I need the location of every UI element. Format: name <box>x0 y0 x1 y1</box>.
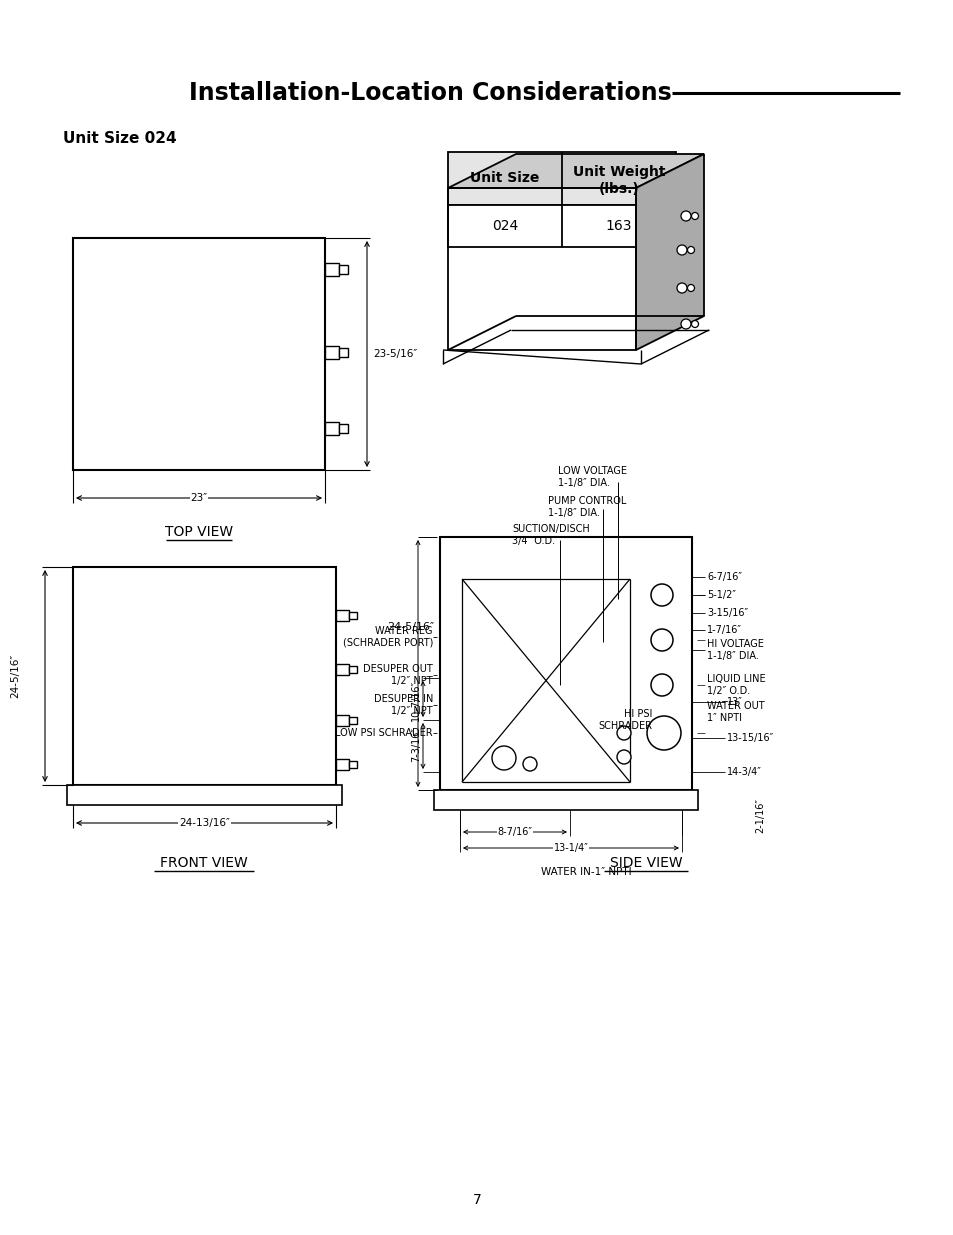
Text: 13-1/4″: 13-1/4″ <box>553 844 588 853</box>
Text: 6-7/16″: 6-7/16″ <box>706 572 741 582</box>
Text: 23-5/16″: 23-5/16″ <box>373 350 416 359</box>
Circle shape <box>680 319 690 329</box>
Bar <box>338 266 348 274</box>
Text: FRONT VIEW: FRONT VIEW <box>160 856 248 869</box>
Text: LOW PSI SCHRADER: LOW PSI SCHRADER <box>335 727 433 739</box>
Text: 3-15/16″: 3-15/16″ <box>706 608 747 618</box>
Text: DESUPER IN
1/2″ NPT: DESUPER IN 1/2″ NPT <box>374 694 433 716</box>
Circle shape <box>687 284 694 291</box>
Bar <box>335 664 349 676</box>
Text: 7: 7 <box>472 1193 481 1207</box>
Text: 14-3/4″: 14-3/4″ <box>726 767 761 777</box>
Text: 13″: 13″ <box>726 697 742 706</box>
Text: 24-13/16″: 24-13/16″ <box>179 818 230 827</box>
Bar <box>439 537 691 790</box>
Text: 5-1/2″: 5-1/2″ <box>706 590 735 600</box>
Bar <box>349 718 356 724</box>
Bar <box>349 761 356 768</box>
Bar <box>434 790 698 810</box>
Bar <box>335 610 349 621</box>
Text: (lbs.): (lbs.) <box>598 182 639 196</box>
Text: 24-5/16″: 24-5/16″ <box>10 653 20 698</box>
Circle shape <box>691 321 698 327</box>
Bar <box>73 238 325 471</box>
Text: Unit Size: Unit Size <box>470 170 539 185</box>
Text: LOW VOLTAGE
1-1/8″ DIA.: LOW VOLTAGE 1-1/8″ DIA. <box>558 466 626 488</box>
Bar <box>448 152 676 205</box>
Text: 163: 163 <box>605 219 632 233</box>
Bar <box>325 346 338 359</box>
Text: 23″: 23″ <box>191 493 208 503</box>
Text: 10-7/16″: 10-7/16″ <box>411 679 420 720</box>
Text: PUMP CONTROL
1-1/8″ DIA.: PUMP CONTROL 1-1/8″ DIA. <box>547 496 626 517</box>
Circle shape <box>650 674 672 697</box>
Bar <box>349 666 356 673</box>
Text: SIDE VIEW: SIDE VIEW <box>609 856 681 869</box>
Circle shape <box>687 247 694 253</box>
Bar <box>338 424 348 433</box>
Text: LIQUID LINE
1/2″ O.D.: LIQUID LINE 1/2″ O.D. <box>706 674 765 695</box>
Circle shape <box>617 750 630 764</box>
Circle shape <box>691 212 698 220</box>
Bar <box>325 263 338 275</box>
Text: 1-7/16″: 1-7/16″ <box>706 625 741 635</box>
Circle shape <box>650 629 672 651</box>
Bar <box>349 613 356 619</box>
Circle shape <box>646 716 680 750</box>
Text: WATER IN-1″ NPTI: WATER IN-1″ NPTI <box>540 867 631 877</box>
Bar <box>335 760 349 769</box>
Circle shape <box>617 726 630 740</box>
Circle shape <box>650 584 672 606</box>
Text: 7-3/16″: 7-3/16″ <box>411 727 420 762</box>
Circle shape <box>522 757 537 771</box>
Text: SUCTION/DISCH
3/4″ O.D.: SUCTION/DISCH 3/4″ O.D. <box>512 524 589 546</box>
Bar <box>325 422 338 435</box>
Circle shape <box>492 746 516 769</box>
Bar <box>73 567 335 785</box>
Polygon shape <box>636 154 703 350</box>
Text: 13-15/16″: 13-15/16″ <box>726 734 774 743</box>
Text: 24-5/16″: 24-5/16″ <box>387 622 434 632</box>
Text: WATER REG
(SCHRADER PORT): WATER REG (SCHRADER PORT) <box>342 626 433 648</box>
Bar <box>448 205 676 247</box>
Text: Unit Weight: Unit Weight <box>572 165 664 179</box>
Text: TOP VIEW: TOP VIEW <box>165 525 233 538</box>
Text: HI PSI
SCHRADER: HI PSI SCHRADER <box>598 709 651 731</box>
Text: 8-7/16″: 8-7/16″ <box>497 827 532 837</box>
Text: DESUPER OUT
1/2″ NPT: DESUPER OUT 1/2″ NPT <box>363 664 433 685</box>
Text: Installation-Location Considerations: Installation-Location Considerations <box>189 82 671 105</box>
Text: 2-1/16″: 2-1/16″ <box>754 798 764 832</box>
Text: 024: 024 <box>492 219 517 233</box>
Polygon shape <box>448 154 703 188</box>
Bar <box>335 715 349 726</box>
Circle shape <box>680 211 690 221</box>
Text: Unit Size 024: Unit Size 024 <box>63 131 176 146</box>
Circle shape <box>677 245 686 254</box>
Circle shape <box>677 283 686 293</box>
Bar <box>67 785 341 805</box>
Bar <box>338 348 348 357</box>
Text: WATER OUT
1″ NPTI: WATER OUT 1″ NPTI <box>706 701 763 722</box>
Text: HI VOLTAGE
1-1/8″ DIA.: HI VOLTAGE 1-1/8″ DIA. <box>706 640 763 661</box>
